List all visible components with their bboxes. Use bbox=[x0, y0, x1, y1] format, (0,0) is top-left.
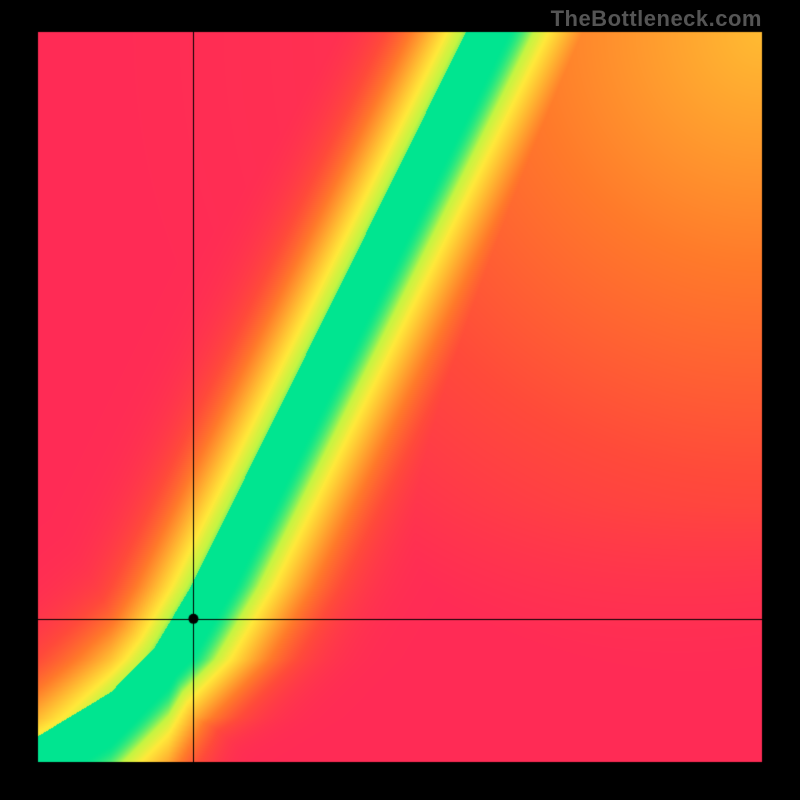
bottleneck-heatmap bbox=[0, 0, 800, 800]
watermark-text: TheBottleneck.com bbox=[551, 6, 762, 32]
